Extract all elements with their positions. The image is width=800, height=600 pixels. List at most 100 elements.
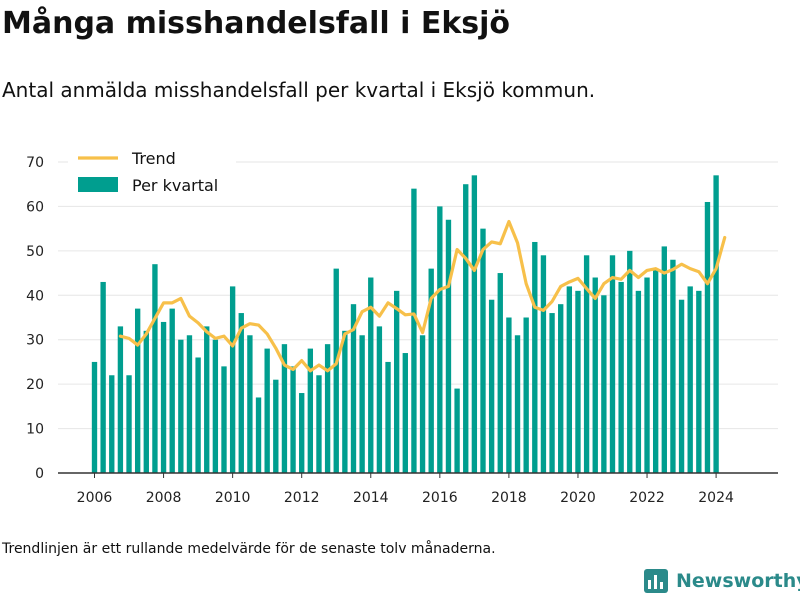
bar xyxy=(445,219,452,473)
bar xyxy=(523,317,529,473)
trend-line xyxy=(118,219,727,373)
bar xyxy=(385,361,391,473)
x-tick-label: 2016 xyxy=(422,490,458,506)
y-tick-label: 40 xyxy=(26,288,44,304)
bar xyxy=(506,317,512,473)
bar xyxy=(540,255,547,473)
bar xyxy=(480,228,486,473)
y-tick-label: 0 xyxy=(35,466,44,482)
legend: Trend Per kvartal xyxy=(68,144,236,204)
axes: 0 10 20 30 40 50 60 70 2006 2008 2010 2012 2014 2016 2… xyxy=(26,155,778,506)
bar xyxy=(350,304,357,473)
y-tick-label: 30 xyxy=(26,333,44,349)
legend-bar-swatch xyxy=(78,177,118,192)
bar xyxy=(532,241,538,473)
bar-chart-logo-icon xyxy=(644,569,668,593)
bar xyxy=(419,335,426,473)
bar-series-per-kvartal xyxy=(91,175,719,474)
bar xyxy=(376,326,383,473)
bar xyxy=(592,277,598,473)
bar xyxy=(117,326,124,473)
bar xyxy=(488,299,495,473)
legend-label-trend: Trend xyxy=(131,149,176,168)
bar xyxy=(307,348,314,473)
x-tick-label: 2006 xyxy=(77,490,113,506)
bar xyxy=(437,206,443,473)
bar xyxy=(186,335,193,473)
bar xyxy=(627,250,633,473)
bar xyxy=(428,268,434,473)
bar xyxy=(704,201,711,473)
bar xyxy=(661,246,667,473)
bar xyxy=(212,339,219,473)
newsworthy-logo[interactable]: Newsworthy xyxy=(644,569,800,593)
brand-name: Newsworthy xyxy=(676,570,800,592)
x-tick-label: 2018 xyxy=(491,490,527,506)
x-tick-label: 2014 xyxy=(353,490,389,506)
bar xyxy=(696,290,702,473)
bar xyxy=(264,348,270,473)
bar xyxy=(255,397,262,473)
bar xyxy=(109,375,115,473)
bar xyxy=(324,344,331,473)
chart-area: 0 10 20 30 40 50 60 70 2006 2008 2010 2012 2014 2016 2… xyxy=(26,144,778,506)
y-tick-label: 10 xyxy=(26,422,44,438)
bar xyxy=(618,281,624,473)
bar xyxy=(299,393,305,473)
bar xyxy=(670,259,676,473)
bar xyxy=(652,268,659,473)
y-tick-label: 50 xyxy=(26,244,44,260)
bar xyxy=(713,175,719,474)
bar xyxy=(143,330,149,473)
y-tick-label: 60 xyxy=(26,199,44,215)
bar xyxy=(126,375,132,473)
bar xyxy=(333,268,339,473)
y-tick-label: 20 xyxy=(26,377,44,393)
bar xyxy=(411,188,417,473)
bar xyxy=(316,375,322,473)
bar xyxy=(342,330,348,473)
chart-title: Många misshandelsfall i Eksjö xyxy=(2,6,511,41)
bar xyxy=(678,299,685,473)
bar xyxy=(635,290,642,473)
bar xyxy=(195,357,201,473)
bar xyxy=(221,366,227,473)
bar xyxy=(393,290,400,473)
bar xyxy=(687,286,693,473)
legend-background xyxy=(68,144,236,204)
x-tick-label: 2022 xyxy=(629,490,665,506)
x-tick-label: 2020 xyxy=(560,490,596,506)
bar xyxy=(91,361,98,473)
y-tick-label: 70 xyxy=(26,155,44,171)
bar xyxy=(281,344,288,473)
bar xyxy=(204,326,210,473)
bar xyxy=(566,286,573,473)
chart-subtitle: Antal anmälda misshandelsfall per kvarta… xyxy=(2,78,596,102)
bar xyxy=(549,313,555,473)
x-tick-label: 2008 xyxy=(146,490,182,506)
bar xyxy=(100,281,106,473)
bar xyxy=(169,308,175,473)
bar xyxy=(247,335,253,473)
bar xyxy=(644,277,650,473)
bar xyxy=(514,335,521,473)
bar xyxy=(134,308,141,473)
legend-label-per-kvartal: Per kvartal xyxy=(132,176,218,195)
x-tick-label: 2024 xyxy=(698,490,734,506)
x-tick-label: 2012 xyxy=(284,490,320,506)
bar xyxy=(454,388,460,473)
bar xyxy=(471,175,478,474)
bar xyxy=(558,304,564,473)
bar xyxy=(463,184,469,473)
bar xyxy=(368,277,374,473)
x-tick-label: 2010 xyxy=(215,490,251,506)
bar xyxy=(583,255,590,473)
bar xyxy=(238,313,244,473)
bar xyxy=(152,264,158,473)
bar xyxy=(609,255,616,473)
bar xyxy=(402,353,408,473)
bar xyxy=(290,366,296,473)
bar xyxy=(273,379,279,473)
bar xyxy=(160,321,167,473)
bar xyxy=(575,290,581,473)
